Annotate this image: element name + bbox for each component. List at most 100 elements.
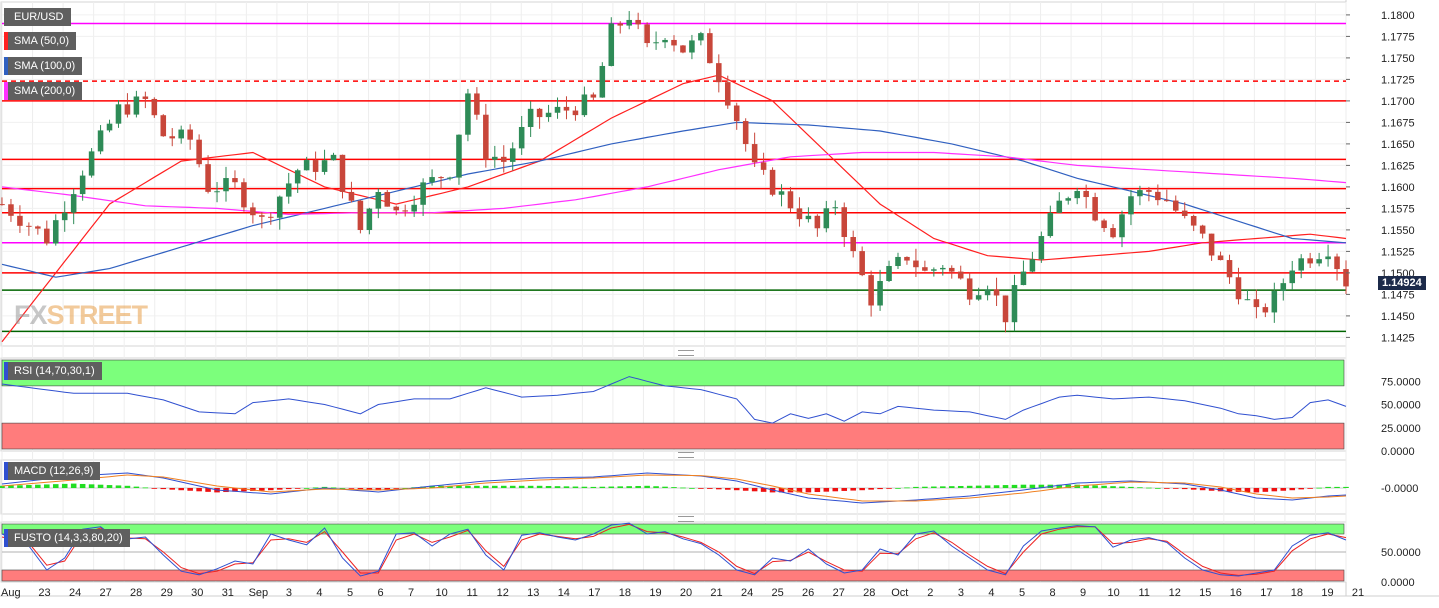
candle-body-11 — [97, 130, 104, 152]
candle-body-41 — [366, 208, 373, 231]
macd-hist-90 — [805, 488, 812, 493]
candle-127 — [1137, 185, 1143, 206]
fusto-label[interactable]: FUSTO (14,3,3,80,20) — [4, 529, 130, 547]
macd-hist-61 — [545, 485, 552, 488]
candle-67 — [599, 62, 606, 98]
candle-60 — [536, 107, 543, 129]
fusto-tick-label-1: 0.0000 — [1381, 577, 1415, 589]
candle-149 — [1334, 253, 1340, 281]
candle-73 — [653, 31, 659, 50]
candle-body-123 — [1101, 220, 1107, 229]
candle-body-64 — [572, 110, 579, 116]
candle-30 — [268, 212, 274, 225]
candle-body-48 — [429, 177, 435, 183]
macd-hist-63 — [563, 486, 570, 488]
candle-6 — [52, 214, 59, 246]
macd-label[interactable]: MACD (12,26,9) — [4, 462, 101, 480]
candle-body-102 — [913, 260, 919, 268]
macd-hist-93 — [832, 488, 839, 492]
macd-hist-26 — [232, 488, 238, 492]
candle-body-69 — [617, 23, 624, 26]
macd-hist-89 — [796, 488, 803, 493]
macd-hist-72 — [644, 485, 650, 488]
x-tick-label-36: 10 — [1108, 587, 1120, 599]
candle-3 — [26, 222, 32, 236]
candle-122 — [1092, 192, 1098, 222]
candle-82 — [733, 102, 740, 130]
macd-hist-104 — [931, 486, 937, 488]
candle-body-104 — [931, 269, 937, 271]
x-tick-label-10: 4 — [316, 587, 322, 599]
macd-hist-107 — [957, 485, 964, 488]
candle-140 — [1253, 289, 1260, 319]
price-tick-label-4: 1.1700 — [1381, 96, 1415, 108]
candle-body-96 — [859, 251, 865, 276]
macd-hist-52 — [465, 485, 471, 488]
candle-body-139 — [1244, 299, 1251, 301]
macd-hist-50 — [447, 485, 453, 488]
x-tick-label-13: 7 — [408, 587, 414, 599]
candle-99 — [886, 260, 892, 283]
candle-body-19 — [169, 136, 176, 139]
candle-15 — [133, 90, 140, 118]
candle-35 — [312, 151, 319, 181]
candle-78 — [698, 31, 704, 46]
candle-70 — [626, 11, 632, 30]
symbol-label[interactable]: EUR/USD — [4, 8, 71, 26]
price-tick-label-15: 1.1425 — [1381, 332, 1415, 344]
macd-hist-20 — [178, 488, 184, 491]
rsi-label[interactable]: RSI (14,70,30,1) — [4, 362, 102, 380]
macd-hist-78 — [698, 488, 704, 489]
macd-hist-127 — [1137, 487, 1143, 489]
candle-29 — [259, 212, 265, 229]
macd-hist-125 — [1119, 486, 1125, 488]
macd-resize-handle[interactable] — [678, 452, 694, 458]
macd-hist-116 — [1038, 484, 1045, 488]
macd-hist-74 — [662, 486, 668, 488]
fusto-resize-handle[interactable] — [678, 516, 694, 522]
rsi-resize-handle[interactable] — [678, 350, 694, 356]
candle-148 — [1325, 244, 1331, 267]
x-tick-label-5: 29 — [161, 587, 173, 599]
x-tick-label-17: 13 — [527, 587, 539, 599]
sma50-label[interactable]: SMA (50,0) — [4, 32, 77, 50]
macd-hist-130 — [1164, 488, 1170, 489]
sma200-label[interactable]: SMA (200,0) — [4, 82, 83, 100]
candle-104 — [931, 267, 937, 277]
candle-12 — [106, 119, 113, 133]
candle-132 — [1181, 202, 1188, 219]
price-tick-label-14: 1.1450 — [1381, 311, 1415, 323]
macd-hist-134 — [1199, 488, 1206, 491]
candle-110 — [984, 285, 991, 301]
candle-body-86 — [769, 169, 776, 195]
candle-body-36 — [321, 160, 328, 172]
candle-118 — [1056, 192, 1063, 213]
macd-hist-65 — [581, 486, 588, 488]
macd-hist-45 — [402, 488, 408, 489]
candle-body-148 — [1325, 256, 1331, 260]
candle-body-92 — [823, 208, 830, 229]
macd-hist-98 — [877, 488, 883, 490]
sma50-line — [1, 74, 1347, 343]
macd-hist-18 — [160, 488, 167, 490]
macd-hist-39 — [348, 488, 355, 489]
candle-body-51 — [456, 134, 462, 178]
candle-117 — [1047, 205, 1054, 238]
candle-body-59 — [527, 108, 534, 127]
candle-body-46 — [411, 204, 417, 212]
macd-hist-40 — [357, 488, 364, 490]
macd-hist-144 — [1289, 488, 1296, 491]
macd-hist-150 — [1343, 486, 1349, 488]
candle-53 — [474, 87, 480, 120]
macd-hist-97 — [868, 488, 874, 490]
candle-46 — [411, 195, 417, 217]
candle-body-34 — [303, 160, 310, 171]
candle-body-121 — [1083, 190, 1089, 198]
sma100-label[interactable]: SMA (100,0) — [4, 57, 83, 75]
candle-body-12 — [106, 123, 113, 131]
candle-body-30 — [268, 216, 274, 218]
candle-body-72 — [644, 24, 650, 44]
x-tick-label-32: 4 — [988, 587, 994, 599]
rsi-overbought-zone — [1, 359, 1345, 387]
